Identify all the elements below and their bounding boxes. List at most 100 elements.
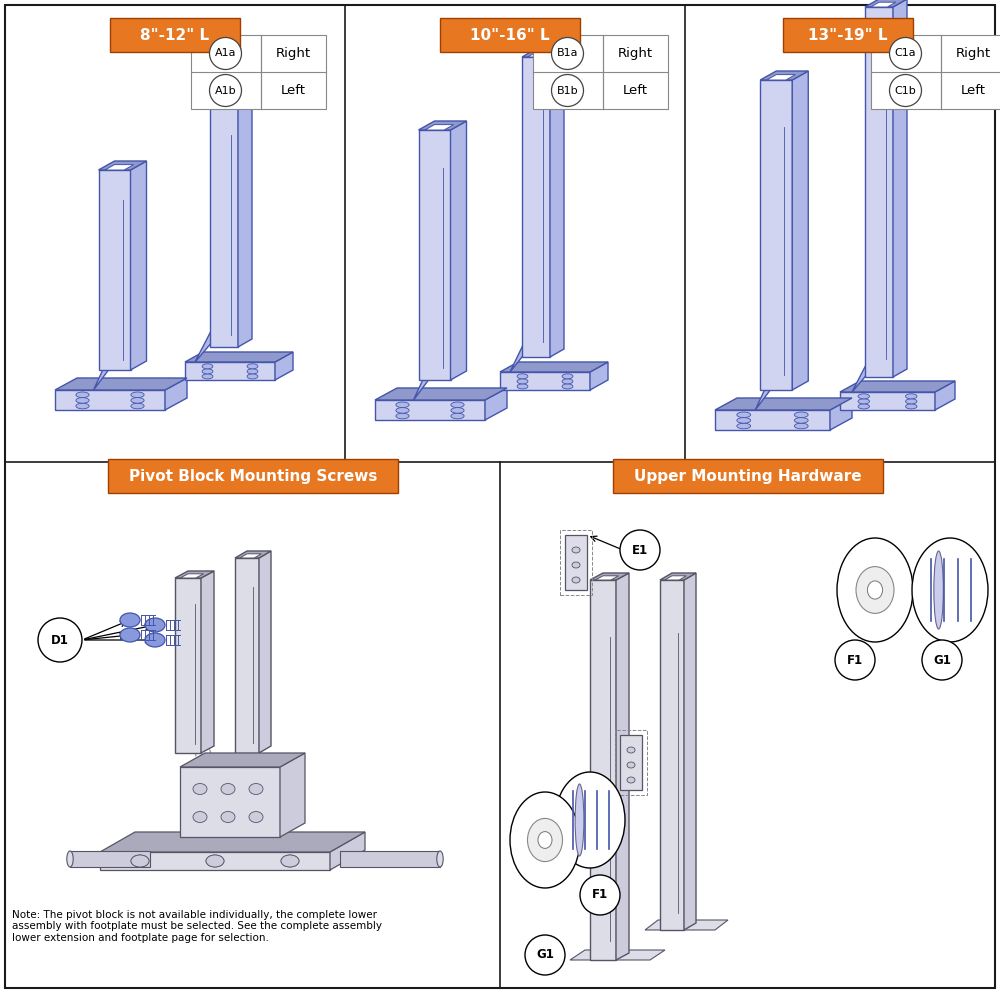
- Ellipse shape: [76, 403, 89, 409]
- Polygon shape: [565, 535, 587, 590]
- Polygon shape: [595, 576, 619, 580]
- Ellipse shape: [131, 855, 149, 867]
- Circle shape: [38, 618, 82, 662]
- Polygon shape: [180, 753, 305, 767]
- Polygon shape: [175, 571, 214, 578]
- Ellipse shape: [120, 613, 140, 627]
- Polygon shape: [259, 551, 271, 753]
- Text: F1: F1: [592, 889, 608, 902]
- Text: G1: G1: [536, 948, 554, 961]
- Polygon shape: [660, 573, 696, 580]
- Circle shape: [552, 74, 584, 106]
- Ellipse shape: [247, 374, 258, 379]
- Polygon shape: [98, 170, 130, 370]
- Polygon shape: [715, 410, 830, 430]
- Polygon shape: [830, 398, 852, 430]
- Polygon shape: [375, 388, 507, 400]
- Ellipse shape: [906, 394, 917, 399]
- Polygon shape: [100, 832, 365, 852]
- Polygon shape: [570, 950, 665, 960]
- Polygon shape: [767, 74, 795, 80]
- Polygon shape: [235, 558, 259, 753]
- Ellipse shape: [906, 399, 917, 404]
- Ellipse shape: [555, 772, 625, 868]
- Ellipse shape: [451, 407, 464, 413]
- Ellipse shape: [202, 368, 213, 374]
- Text: C1b: C1b: [895, 85, 916, 95]
- Text: Right: Right: [617, 47, 653, 60]
- Ellipse shape: [906, 404, 917, 409]
- Ellipse shape: [396, 407, 409, 413]
- FancyBboxPatch shape: [532, 35, 668, 109]
- Ellipse shape: [867, 581, 883, 599]
- Ellipse shape: [737, 418, 751, 423]
- Polygon shape: [165, 378, 187, 410]
- Polygon shape: [55, 390, 165, 410]
- Circle shape: [620, 530, 660, 570]
- Polygon shape: [195, 304, 225, 362]
- Polygon shape: [755, 345, 785, 410]
- Ellipse shape: [858, 404, 869, 409]
- Text: 13"-19" L: 13"-19" L: [808, 28, 888, 43]
- Ellipse shape: [202, 374, 213, 379]
- Polygon shape: [280, 753, 305, 837]
- Ellipse shape: [437, 851, 443, 867]
- Polygon shape: [715, 398, 852, 410]
- Polygon shape: [180, 574, 204, 578]
- Ellipse shape: [528, 818, 562, 862]
- Polygon shape: [100, 852, 330, 870]
- FancyBboxPatch shape: [870, 35, 1000, 109]
- FancyBboxPatch shape: [613, 459, 883, 493]
- Circle shape: [552, 38, 584, 70]
- Polygon shape: [94, 325, 124, 390]
- Polygon shape: [500, 372, 590, 390]
- Text: Left: Left: [280, 84, 306, 97]
- Ellipse shape: [858, 394, 869, 399]
- Polygon shape: [893, 0, 907, 377]
- Ellipse shape: [737, 423, 751, 429]
- Text: Note: The pivot block is not available individually, the complete lower
assembly: Note: The pivot block is not available i…: [12, 910, 382, 943]
- Ellipse shape: [281, 855, 299, 867]
- Ellipse shape: [572, 547, 580, 553]
- Polygon shape: [340, 851, 440, 867]
- Ellipse shape: [538, 831, 552, 848]
- Ellipse shape: [145, 633, 165, 647]
- Text: 8"-12" L: 8"-12" L: [140, 28, 210, 43]
- Polygon shape: [185, 362, 275, 380]
- Ellipse shape: [202, 363, 213, 368]
- Ellipse shape: [794, 418, 808, 423]
- Circle shape: [210, 74, 242, 106]
- Polygon shape: [414, 335, 444, 400]
- Ellipse shape: [206, 855, 224, 867]
- Ellipse shape: [451, 402, 464, 407]
- Ellipse shape: [517, 384, 528, 389]
- Polygon shape: [105, 165, 134, 170]
- Text: Left: Left: [960, 84, 986, 97]
- Circle shape: [835, 640, 875, 680]
- Ellipse shape: [856, 567, 894, 614]
- Ellipse shape: [562, 384, 573, 389]
- Text: B1b: B1b: [557, 85, 578, 95]
- Text: A1b: A1b: [215, 85, 236, 95]
- Polygon shape: [590, 580, 616, 960]
- Polygon shape: [616, 573, 629, 960]
- Polygon shape: [645, 920, 728, 930]
- Text: E1: E1: [632, 543, 648, 556]
- Polygon shape: [840, 381, 955, 392]
- Polygon shape: [418, 121, 466, 130]
- Ellipse shape: [562, 379, 573, 384]
- Ellipse shape: [131, 392, 144, 397]
- Polygon shape: [865, 7, 893, 377]
- Ellipse shape: [76, 397, 89, 403]
- Text: 10"-16" L: 10"-16" L: [470, 28, 550, 43]
- Text: Upper Mounting Hardware: Upper Mounting Hardware: [634, 469, 862, 484]
- Polygon shape: [130, 161, 146, 370]
- Circle shape: [890, 74, 922, 106]
- Polygon shape: [590, 573, 629, 580]
- Ellipse shape: [837, 538, 913, 642]
- Polygon shape: [210, 97, 238, 347]
- Text: C1a: C1a: [895, 49, 916, 59]
- Ellipse shape: [858, 399, 869, 404]
- Ellipse shape: [627, 747, 635, 753]
- FancyBboxPatch shape: [108, 459, 398, 493]
